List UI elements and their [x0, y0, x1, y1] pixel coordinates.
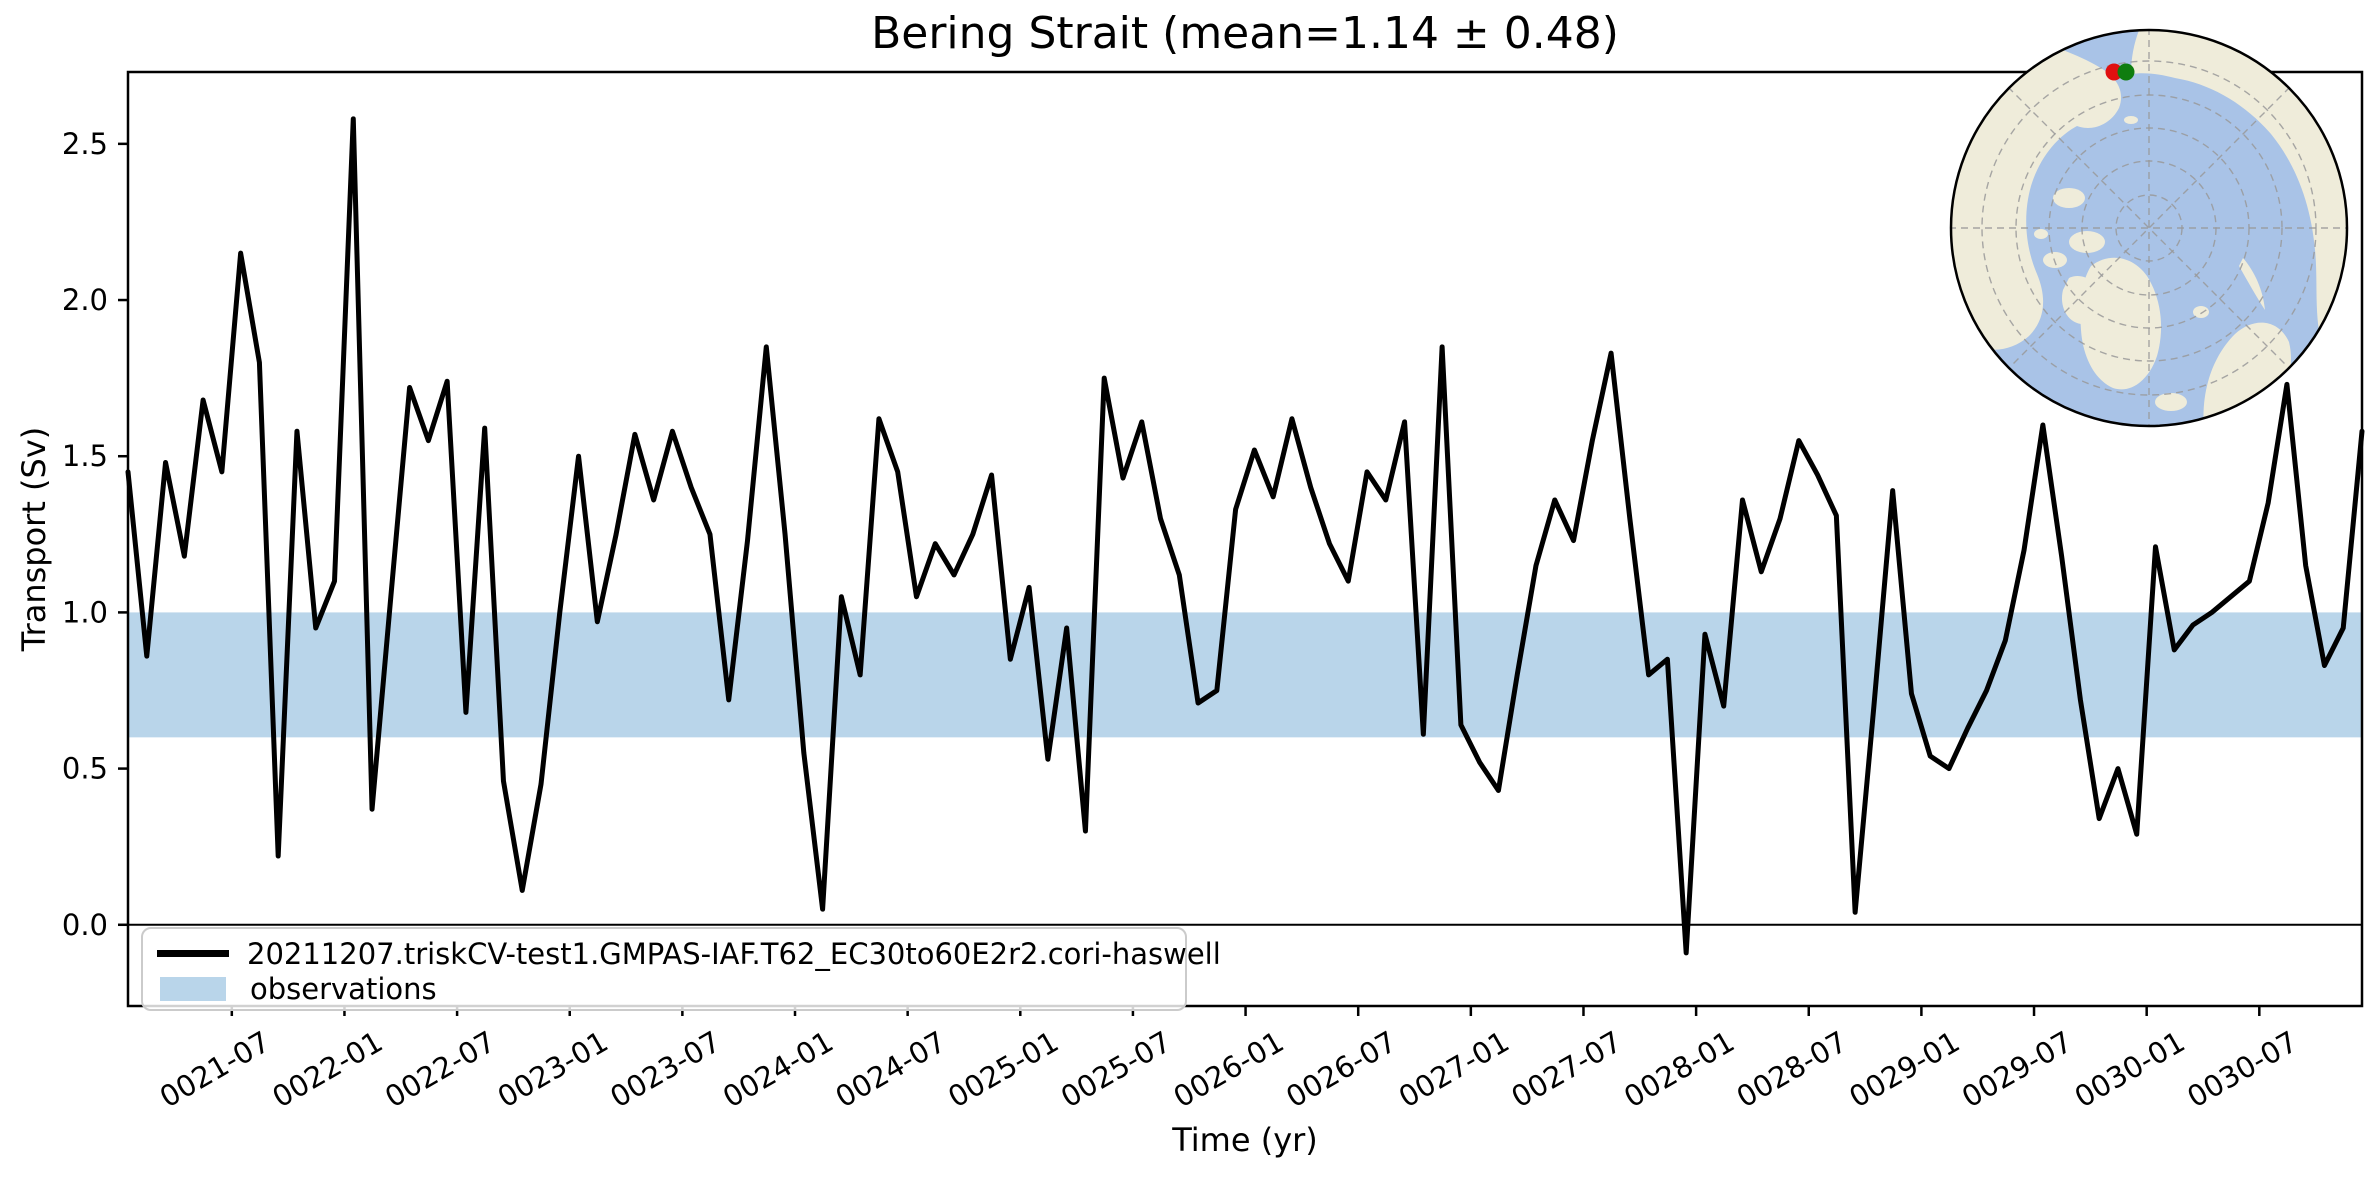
legend-item-observations: observations	[157, 971, 1175, 1006]
x-tick-label: 0030-07	[2181, 1024, 2303, 1114]
x-tick-label: 0028-07	[1731, 1024, 1853, 1114]
transect-endpoint-west-dot	[2105, 63, 2123, 81]
map-island-novaya-zemlya	[2239, 258, 2265, 310]
x-tick-label: 0027-01	[1393, 1024, 1515, 1114]
plot-title: Bering Strait (mean=1.14 ± 0.48)	[871, 8, 1619, 59]
x-tick-label: 0026-07	[1280, 1024, 1402, 1114]
x-tick-label: 0027-07	[1506, 1024, 1628, 1114]
x-tick-label: 0024-01	[717, 1024, 839, 1114]
x-tick-label: 0024-07	[830, 1024, 952, 1114]
map-island	[2043, 252, 2067, 268]
x-axis-label: Time (yr)	[1172, 1121, 1318, 1159]
x-tick-label: 0030-01	[2069, 1024, 2191, 1114]
map-island-svalbard	[2193, 306, 2209, 318]
y-tick-label: 1.0	[62, 595, 108, 629]
transect-endpoint-east-dot	[2117, 63, 2135, 81]
legend: 20211207.triskCV-test1.GMPAS-IAF.T62_EC3…	[141, 927, 1221, 1011]
x-tick-label: 0023-01	[492, 1024, 614, 1114]
x-tick-label: 0021-07	[154, 1024, 276, 1114]
x-tick-label: 0023-07	[604, 1024, 726, 1114]
map-island	[2069, 231, 2105, 253]
inset-map	[1949, 28, 2349, 428]
legend-observations-label: observations	[250, 971, 437, 1006]
series-line-swatch	[157, 950, 229, 957]
x-tick-label: 0029-01	[1843, 1024, 1965, 1114]
y-tick-label: 2.0	[62, 283, 108, 317]
y-tick-label: 0.0	[62, 908, 108, 942]
map-island	[2053, 188, 2085, 208]
y-tick-label: 0.5	[62, 752, 108, 786]
x-tick-label: 0025-07	[1055, 1024, 1177, 1114]
map-border	[1949, 28, 2349, 428]
x-tick-label: 0029-07	[1956, 1024, 2078, 1114]
legend-series-label: 20211207.triskCV-test1.GMPAS-IAF.T62_EC3…	[247, 936, 1221, 971]
x-tick-label: 0022-07	[379, 1024, 501, 1114]
x-tick-label: 0026-01	[1168, 1024, 1290, 1114]
y-tick-label: 1.5	[62, 439, 108, 473]
observations-patch-swatch	[160, 976, 226, 1001]
x-tick-label: 0028-01	[1618, 1024, 1740, 1114]
map-graticule	[1951, 30, 2347, 426]
legend-item-series: 20211207.triskCV-test1.GMPAS-IAF.T62_EC3…	[157, 936, 1221, 971]
x-tick-label: 0022-01	[266, 1024, 388, 1114]
map-island	[2034, 229, 2048, 239]
y-tick-label: 2.5	[62, 127, 108, 161]
map-island-baffin	[2061, 276, 2102, 324]
series-line	[125, 116, 2365, 956]
map-island-st-lawrence	[2124, 116, 2138, 124]
x-tick-label: 0025-01	[942, 1024, 1064, 1114]
y-axis-label: Transport (Sv)	[15, 426, 53, 652]
map-island-iceland	[2155, 393, 2187, 411]
